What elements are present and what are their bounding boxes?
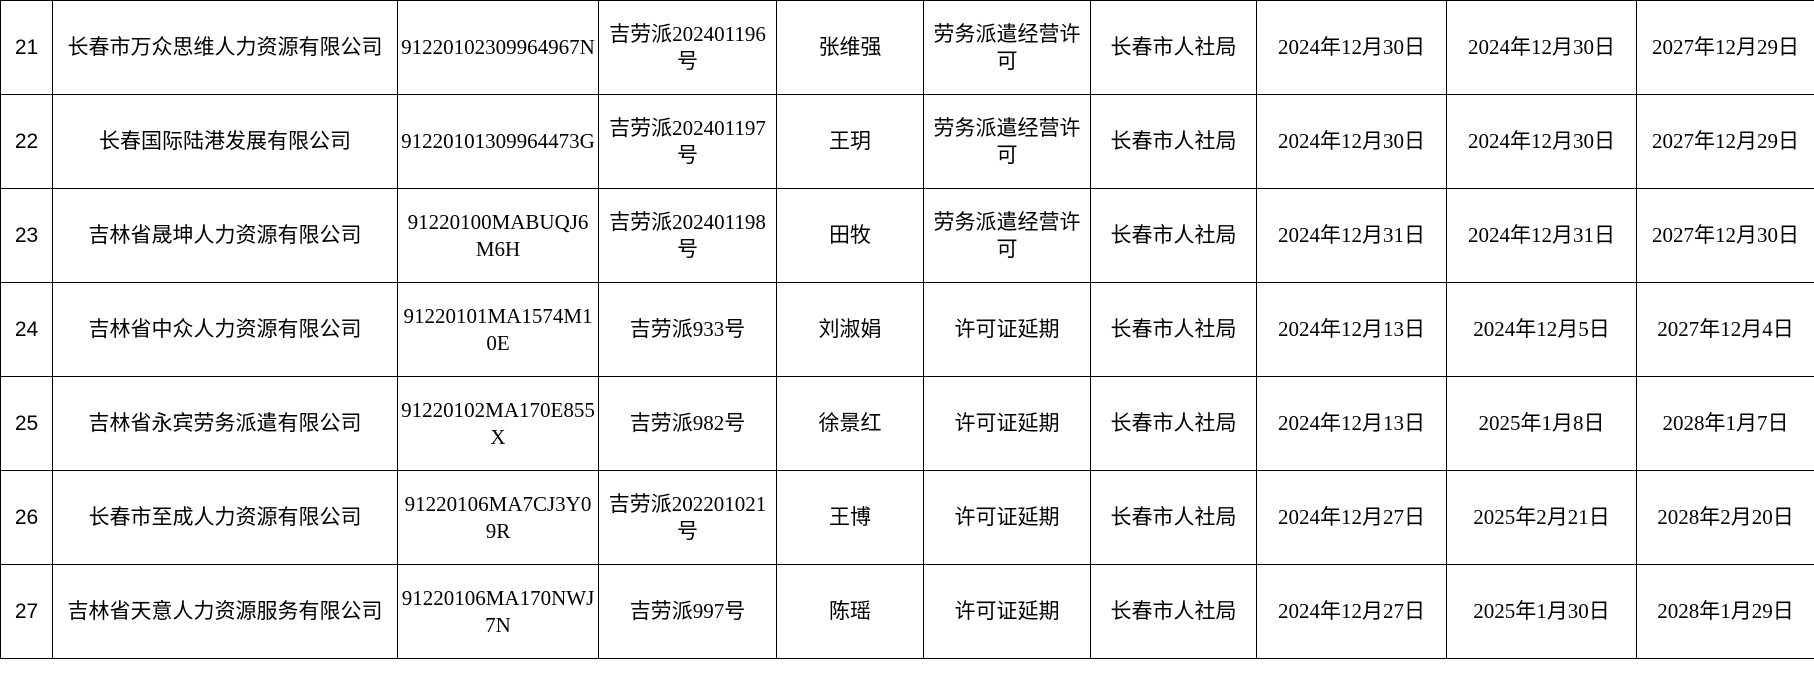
valid-from-cell: 2025年1月8日	[1446, 376, 1637, 471]
legal-representative-cell: 王玥	[776, 94, 924, 189]
valid-to-cell: 2027年12月29日	[1636, 0, 1814, 95]
license-item-cell: 劳务派遣经营许可	[923, 188, 1091, 283]
valid-from-cell: 2025年1月30日	[1446, 564, 1637, 659]
valid-to-cell: 2027年12月30日	[1636, 188, 1814, 283]
valid-to-cell: 2028年2月20日	[1636, 470, 1814, 565]
company-name-cell: 吉林省天意人力资源服务有限公司	[52, 564, 398, 659]
table-row: 21 长春市万众思维人力资源有限公司 91220102309964967N 吉劳派20…	[0, 0, 1814, 95]
license-item-cell: 劳务派遣经营许可	[923, 0, 1091, 95]
license-item-cell: 许可证延期	[923, 282, 1091, 377]
row-number-cell: 26	[0, 470, 53, 565]
license-number-cell: 吉劳派982号	[598, 376, 777, 471]
issuing-authority-cell: 长春市人社局	[1090, 564, 1257, 659]
valid-from-cell: 2024年12月30日	[1446, 94, 1637, 189]
table-row: 22 长春国际陆港发展有限公司 91220101309964473G 吉劳派20240…	[0, 94, 1814, 189]
company-name-cell: 吉林省永宾劳务派遣有限公司	[52, 376, 398, 471]
legal-representative-cell: 徐景红	[776, 376, 924, 471]
table-row: 24 吉林省中众人力资源有限公司 91220101MA1574M10E 吉劳派933号…	[0, 282, 1814, 377]
license-item-cell: 许可证延期	[923, 470, 1091, 565]
credit-code-cell: 91220101309964473G	[397, 94, 599, 189]
license-number-cell: 吉劳派202401198号	[598, 188, 777, 283]
license-item-cell: 劳务派遣经营许可	[923, 94, 1091, 189]
valid-from-cell: 2024年12月31日	[1446, 188, 1637, 283]
issuing-authority-cell: 长春市人社局	[1090, 470, 1257, 565]
company-name-cell: 吉林省晟坤人力资源有限公司	[52, 188, 398, 283]
approval-date-cell: 2024年12月30日	[1256, 0, 1447, 95]
valid-to-cell: 2027年12月29日	[1636, 94, 1814, 189]
table-row: 27 吉林省天意人力资源服务有限公司 91220106MA170NWJ7N 吉劳派99…	[0, 564, 1814, 659]
row-number-cell: 24	[0, 282, 53, 377]
credit-code-cell: 91220102309964967N	[397, 0, 599, 95]
legal-representative-cell: 刘淑娟	[776, 282, 924, 377]
company-name-cell: 长春市至成人力资源有限公司	[52, 470, 398, 565]
legal-representative-cell: 陈瑶	[776, 564, 924, 659]
credit-code-cell: 91220100MABUQJ6M6H	[397, 188, 599, 283]
valid-to-cell: 2028年1月7日	[1636, 376, 1814, 471]
valid-from-cell: 2024年12月5日	[1446, 282, 1637, 377]
valid-to-cell: 2027年12月4日	[1636, 282, 1814, 377]
approval-date-cell: 2024年12月13日	[1256, 376, 1447, 471]
credit-code-cell: 91220102MA170E855X	[397, 376, 599, 471]
valid-to-cell: 2028年1月29日	[1636, 564, 1814, 659]
license-number-cell: 吉劳派997号	[598, 564, 777, 659]
company-name-cell: 吉林省中众人力资源有限公司	[52, 282, 398, 377]
row-number-cell: 21	[0, 0, 53, 95]
legal-representative-cell: 张维强	[776, 0, 924, 95]
issuing-authority-cell: 长春市人社局	[1090, 282, 1257, 377]
approval-date-cell: 2024年12月30日	[1256, 94, 1447, 189]
license-number-cell: 吉劳派202201021号	[598, 470, 777, 565]
approval-date-cell: 2024年12月27日	[1256, 564, 1447, 659]
row-number-cell: 25	[0, 376, 53, 471]
row-number-cell: 27	[0, 564, 53, 659]
issuing-authority-cell: 长春市人社局	[1090, 0, 1257, 95]
valid-from-cell: 2025年2月21日	[1446, 470, 1637, 565]
issuing-authority-cell: 长春市人社局	[1090, 188, 1257, 283]
issuing-authority-cell: 长春市人社局	[1090, 376, 1257, 471]
license-number-cell: 吉劳派202401197号	[598, 94, 777, 189]
approval-date-cell: 2024年12月31日	[1256, 188, 1447, 283]
table-row: 23 吉林省晟坤人力资源有限公司 91220100MABUQJ6M6H 吉劳派2024…	[0, 188, 1814, 283]
table-row: 25 吉林省永宾劳务派遣有限公司 91220102MA170E855X 吉劳派982号…	[0, 376, 1814, 471]
credit-code-cell: 91220106MA7CJ3Y09R	[397, 470, 599, 565]
license-item-cell: 许可证延期	[923, 376, 1091, 471]
company-name-cell: 长春国际陆港发展有限公司	[52, 94, 398, 189]
license-number-cell: 吉劳派933号	[598, 282, 777, 377]
approval-date-cell: 2024年12月27日	[1256, 470, 1447, 565]
company-name-cell: 长春市万众思维人力资源有限公司	[52, 0, 398, 95]
license-number-cell: 吉劳派202401196号	[598, 0, 777, 95]
credit-code-cell: 91220101MA1574M10E	[397, 282, 599, 377]
issuing-authority-cell: 长春市人社局	[1090, 94, 1257, 189]
credit-code-cell: 91220106MA170NWJ7N	[397, 564, 599, 659]
legal-representative-cell: 田牧	[776, 188, 924, 283]
license-table: 21 长春市万众思维人力资源有限公司 91220102309964967N 吉劳派20…	[0, 0, 1814, 659]
valid-from-cell: 2024年12月30日	[1446, 0, 1637, 95]
license-item-cell: 许可证延期	[923, 564, 1091, 659]
table-row: 26 长春市至成人力资源有限公司 91220106MA7CJ3Y09R 吉劳派2022…	[0, 470, 1814, 565]
row-number-cell: 22	[0, 94, 53, 189]
row-number-cell: 23	[0, 188, 53, 283]
approval-date-cell: 2024年12月13日	[1256, 282, 1447, 377]
legal-representative-cell: 王博	[776, 470, 924, 565]
